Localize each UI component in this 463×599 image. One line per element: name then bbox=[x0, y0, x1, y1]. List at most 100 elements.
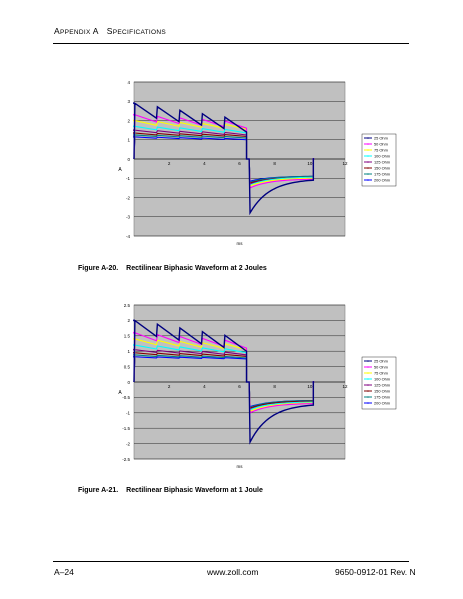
series-line bbox=[133, 332, 314, 414]
y-tick-label: -1 bbox=[126, 176, 130, 181]
y-tick-label: 1 bbox=[127, 138, 130, 143]
legend-label: 75 Ohm bbox=[374, 371, 388, 376]
legend-label: 175 Ohm bbox=[374, 172, 390, 177]
legend-marker bbox=[367, 155, 369, 157]
x-axis-label: ms bbox=[237, 241, 244, 246]
x-tick-label: 8 bbox=[273, 384, 276, 389]
legend-marker bbox=[367, 378, 369, 380]
legend-marker bbox=[367, 173, 369, 175]
y-tick-label: 2 bbox=[127, 318, 130, 323]
legend-marker bbox=[367, 143, 369, 145]
legend-label: 150 Ohm bbox=[374, 166, 390, 171]
x-tick-label: 6 bbox=[238, 161, 241, 166]
caption-text: Rectilinear Biphasic Waveform at 1 Joule bbox=[126, 487, 263, 494]
caption-figure-a20: Figure A-20. Rectilinear Biphasic Wavefo… bbox=[78, 265, 267, 272]
y-tick-label: 1.5 bbox=[124, 334, 131, 339]
header-title: SPECIFICATIONS bbox=[106, 26, 166, 36]
legend-marker bbox=[367, 384, 369, 386]
series-line bbox=[133, 352, 314, 409]
y-tick-label: 2 bbox=[127, 118, 130, 123]
legend-marker bbox=[367, 149, 369, 151]
legend-marker bbox=[367, 161, 369, 163]
footer-url: www.zoll.com bbox=[207, 567, 259, 577]
y-axis-label: A bbox=[118, 390, 122, 396]
y-tick-label: 4 bbox=[127, 80, 130, 85]
x-tick-label: 6 bbox=[238, 384, 241, 389]
legend-label: 150 Ohm bbox=[374, 389, 390, 394]
legend-marker bbox=[367, 137, 369, 139]
footer-page-number: A–24 bbox=[54, 567, 74, 577]
legend-box bbox=[361, 133, 397, 187]
series-line bbox=[133, 102, 315, 216]
x-tick-label: 8 bbox=[273, 161, 276, 166]
header-section: APPENDIX A bbox=[54, 26, 99, 36]
series-line bbox=[133, 120, 314, 187]
y-axis-label: A bbox=[118, 167, 122, 173]
y-tick-label: 0 bbox=[127, 157, 130, 162]
series-line bbox=[133, 134, 314, 183]
footer-rule bbox=[53, 561, 409, 562]
y-tick-label: 0 bbox=[127, 380, 130, 385]
y-tick-label: -3 bbox=[126, 215, 130, 220]
series-line bbox=[133, 354, 314, 409]
x-tick-label: 2 bbox=[168, 161, 171, 166]
y-tick-label: -2 bbox=[126, 441, 130, 446]
caption-figure-a21: Figure A-21. Rectilinear Biphasic Wavefo… bbox=[78, 487, 263, 494]
y-tick-label: -2 bbox=[126, 195, 130, 200]
x-tick-label: 12 bbox=[342, 161, 348, 166]
legend-marker bbox=[367, 167, 369, 169]
x-tick-label: 10 bbox=[307, 384, 313, 389]
x-tick-label: 4 bbox=[203, 384, 206, 389]
series-marker bbox=[312, 158, 315, 160]
x-axis-label: ms bbox=[237, 464, 244, 469]
series-line bbox=[133, 125, 314, 186]
page-header: APPENDIX A SPECIFICATIONS bbox=[54, 26, 166, 36]
legend-marker bbox=[367, 396, 369, 398]
legend-label: 200 Ohm bbox=[374, 178, 390, 183]
legend-label: 50 Ohm bbox=[374, 365, 388, 370]
legend-label: 100 Ohm bbox=[374, 377, 390, 382]
legend-marker bbox=[367, 372, 369, 374]
chart-1-joule: -2.5 -2 -1.5 -1 -0.5 0 0.5 1 1.5 2 2.5 2 4 6 8 10 12 ms A 2… bbox=[118, 303, 397, 469]
legend-marker bbox=[367, 360, 369, 362]
y-tick-label: -4 bbox=[126, 234, 130, 239]
legend-marker bbox=[367, 366, 369, 368]
legend-label: 75 Ohm bbox=[374, 148, 388, 153]
legend-label: 25 Ohm bbox=[374, 136, 388, 141]
series-line bbox=[133, 319, 315, 445]
footer-doc-number: 9650-0912-01 Rev. N bbox=[335, 567, 416, 577]
legend-label: 25 Ohm bbox=[374, 359, 388, 364]
legend-marker bbox=[367, 179, 369, 181]
series-marker bbox=[133, 319, 135, 322]
legend-label: 200 Ohm bbox=[374, 401, 390, 406]
y-tick-label: -0.5 bbox=[122, 395, 130, 400]
legend-label: 175 Ohm bbox=[374, 395, 390, 400]
legend-marker bbox=[367, 402, 369, 404]
y-tick-label: 3 bbox=[127, 99, 130, 104]
caption-figure-number: Figure A-20. bbox=[78, 265, 119, 272]
y-tick-label: 0.5 bbox=[124, 364, 131, 369]
series-line bbox=[133, 344, 314, 411]
y-tick-label: 2.5 bbox=[124, 303, 131, 308]
y-tick-label: -1 bbox=[126, 411, 130, 416]
y-tick-label: 1 bbox=[127, 349, 130, 354]
header-rule bbox=[53, 43, 409, 44]
legend-label: 100 Ohm bbox=[374, 154, 390, 159]
legend-box bbox=[361, 356, 397, 410]
series-marker bbox=[133, 102, 135, 105]
legend-label: 125 Ohm bbox=[374, 160, 390, 165]
series-line bbox=[133, 114, 314, 189]
series-marker bbox=[312, 381, 315, 383]
x-tick-label: 10 bbox=[307, 161, 313, 166]
legend-label: 125 Ohm bbox=[374, 383, 390, 388]
legend-marker bbox=[367, 390, 369, 392]
caption-figure-number: Figure A-21. bbox=[78, 487, 119, 494]
y-tick-label: -1.5 bbox=[122, 426, 130, 431]
x-tick-label: 12 bbox=[342, 384, 348, 389]
x-tick-label: 2 bbox=[168, 384, 171, 389]
legend-label: 50 Ohm bbox=[374, 142, 388, 147]
series-line bbox=[133, 338, 314, 413]
y-tick-label: -2.5 bbox=[122, 457, 130, 462]
